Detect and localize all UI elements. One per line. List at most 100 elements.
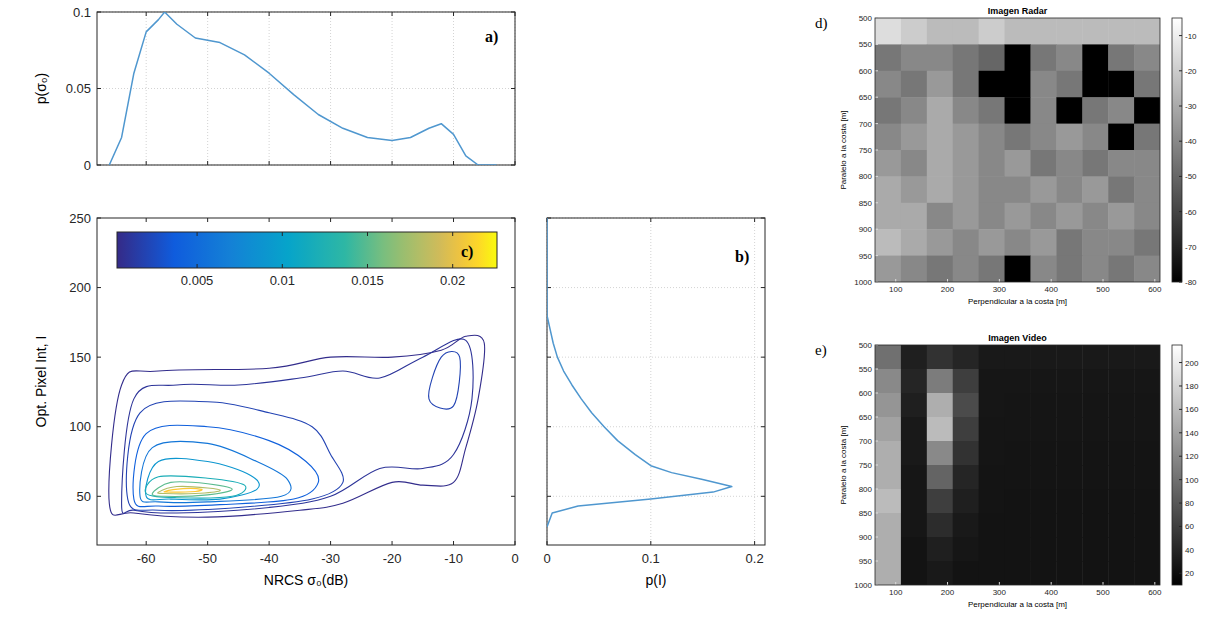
colorbar (1172, 18, 1182, 282)
cell (1030, 441, 1056, 466)
cell (901, 369, 927, 394)
cell (1005, 71, 1031, 98)
tick (547, 496, 551, 497)
cell (1030, 18, 1056, 45)
panel-letter: e) (815, 342, 827, 359)
cell (1030, 97, 1056, 124)
cell (927, 44, 953, 71)
tick (1179, 106, 1182, 107)
cell (1082, 124, 1108, 151)
axis-title: p(σ₀) (33, 73, 49, 105)
cell (1005, 393, 1031, 418)
cell (927, 71, 953, 98)
axis-title: Paralelo a la costa [m] (839, 425, 848, 504)
tick (875, 489, 878, 490)
cell (953, 393, 979, 418)
tick (875, 369, 878, 370)
cell (979, 97, 1005, 124)
tick-label: 0.005 (181, 273, 214, 288)
tick-label: -20 (1185, 67, 1197, 76)
cell (1108, 256, 1134, 282)
title: Imagen Video (988, 333, 1047, 343)
cell (1030, 203, 1056, 230)
tick (330, 541, 331, 545)
grid-line (330, 12, 331, 165)
grid-line (97, 88, 515, 89)
tick (392, 161, 393, 165)
cell (927, 513, 953, 538)
data-line (109, 12, 496, 165)
cell (901, 44, 927, 71)
cell (1134, 124, 1160, 151)
tick (453, 218, 454, 222)
cell (1005, 561, 1031, 585)
tick (875, 44, 878, 45)
tick (1179, 432, 1182, 433)
cell (1056, 417, 1082, 442)
tick (269, 541, 270, 545)
tick-label: 950 (859, 252, 873, 261)
cell (1082, 561, 1108, 585)
cell (1056, 345, 1082, 370)
tick (1179, 385, 1182, 386)
cell (927, 345, 953, 370)
contour-line (122, 339, 474, 513)
cell (953, 150, 979, 177)
cell (927, 441, 953, 466)
tick-label: 300 (993, 285, 1007, 294)
cell (953, 417, 979, 442)
tick (650, 218, 651, 222)
tick-label: 0.2 (746, 551, 764, 566)
tick (392, 218, 393, 222)
axes-frame (97, 218, 515, 545)
cell (1005, 369, 1031, 394)
cell (979, 561, 1005, 585)
tick (511, 88, 515, 89)
cell (901, 256, 927, 282)
cell (1082, 150, 1108, 177)
tick (875, 255, 878, 256)
cell (1030, 150, 1056, 177)
tick-label: 100 (69, 419, 91, 434)
tick-label: 100 (889, 285, 903, 294)
cell (901, 537, 927, 562)
cell (979, 124, 1005, 151)
tick (146, 161, 147, 165)
grid-line (547, 287, 765, 288)
tick-label: 50 (77, 489, 91, 504)
cell (927, 203, 953, 230)
tick-label: 0 (511, 551, 518, 566)
axes-frame (875, 18, 1160, 282)
tick-label: 800 (859, 485, 873, 494)
cell (1108, 150, 1134, 177)
cell (875, 417, 901, 442)
tick-label: 0.015 (351, 273, 384, 288)
cell (1134, 345, 1160, 370)
cell (953, 44, 979, 71)
cell (927, 256, 953, 282)
tick-label: -30 (1185, 102, 1197, 111)
cell (1005, 18, 1031, 45)
tick-label: 150 (69, 350, 91, 365)
tick-label: 900 (859, 533, 873, 542)
tick (392, 541, 393, 545)
contour-line (164, 489, 202, 493)
cell (979, 393, 1005, 418)
cell (1030, 513, 1056, 538)
tick-label: 140 (1185, 429, 1199, 438)
cell (1005, 489, 1031, 514)
cell (1005, 229, 1031, 256)
cell (1056, 465, 1082, 490)
tick-label: 800 (859, 172, 873, 181)
cell (901, 513, 927, 538)
cell (927, 18, 953, 45)
tick (1179, 362, 1182, 363)
cell (927, 150, 953, 177)
cell (901, 71, 927, 98)
cell (1005, 256, 1031, 282)
cell (953, 345, 979, 370)
tick-label: 600 (859, 389, 873, 398)
tick-label: 1000 (854, 278, 872, 287)
tick-label: 650 (859, 93, 873, 102)
tick-label: -50 (1185, 172, 1197, 181)
